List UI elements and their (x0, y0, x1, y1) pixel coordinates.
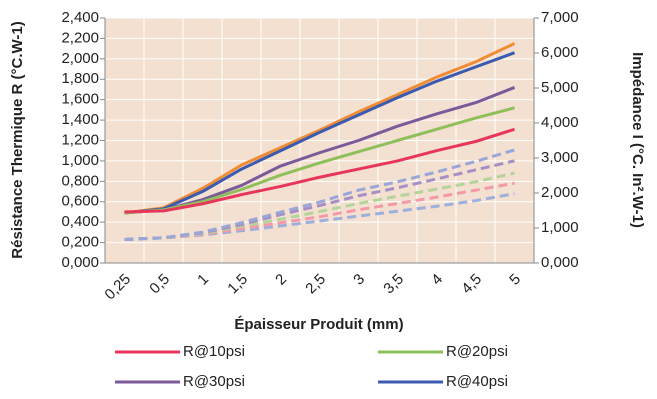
x-tick-label: 0,5 (146, 271, 173, 298)
legend-label: R@20psi (446, 343, 508, 360)
y2-tick-label: 3,000 (541, 149, 579, 166)
x-tick-label: 4 (428, 271, 446, 289)
y2-tick-label: 5,000 (541, 79, 579, 96)
y-tick-label: 1,000 (61, 152, 99, 169)
x-tick-label: 1,5 (224, 271, 251, 298)
y-tick-label: 0,400 (61, 213, 99, 230)
x-tick-label: 2,5 (302, 271, 329, 298)
y-tick-label: 0,000 (61, 254, 99, 271)
y-axis-label: Résistance Thermique R (°C.W-1) (9, 21, 26, 258)
x-tick-label: 3,5 (380, 271, 407, 298)
x-tick-label: 1 (194, 271, 212, 289)
x-tick-label: 4,5 (458, 271, 485, 298)
y2-tick-label: 0,000 (541, 254, 579, 271)
y-tick-label: 2,000 (61, 50, 99, 67)
x-tick-label: 2 (272, 271, 290, 289)
y-tick-label: 0,800 (61, 172, 99, 189)
series-line (124, 51, 516, 215)
y2-tick-label: 1,000 (541, 219, 579, 236)
y2-tick-label: 4,000 (541, 114, 579, 131)
dashed-line (124, 171, 515, 242)
y-tick-label: 0,200 (61, 234, 99, 251)
legend-label: R@30psi (183, 373, 245, 390)
x-axis-label: Épaisseur Produit (mm) (234, 316, 403, 333)
y2-tick-label: 7,000 (541, 9, 579, 26)
dashed-line (124, 181, 515, 242)
legend-label: R@40psi (446, 373, 508, 390)
y2-tick-label: 6,000 (541, 44, 579, 61)
y-tick-label: 1,800 (61, 70, 99, 87)
y-tick-label: 0,600 (61, 193, 99, 210)
legend-label: R@10psi (183, 343, 245, 360)
x-tick-label: 3 (350, 271, 368, 289)
x-tick-label: 0,25 (101, 271, 134, 304)
y-tick-label: 1,600 (61, 91, 99, 108)
y-tick-label: 2,400 (61, 9, 99, 26)
series-line (124, 127, 515, 214)
dashed-line (124, 159, 515, 242)
y2-tick-label: 2,000 (541, 184, 579, 201)
y-tick-label: 1,400 (61, 111, 99, 128)
y2-axis-label: Impédance I (°C. In².W-1) (629, 52, 646, 228)
dashed-line (124, 192, 515, 242)
series-line (124, 42, 516, 215)
dashed-line (124, 148, 515, 242)
y-tick-label: 1,200 (61, 131, 99, 148)
x-tick-label: 5 (506, 271, 524, 289)
series-line (124, 106, 515, 215)
y-tick-label: 2,200 (61, 29, 99, 46)
